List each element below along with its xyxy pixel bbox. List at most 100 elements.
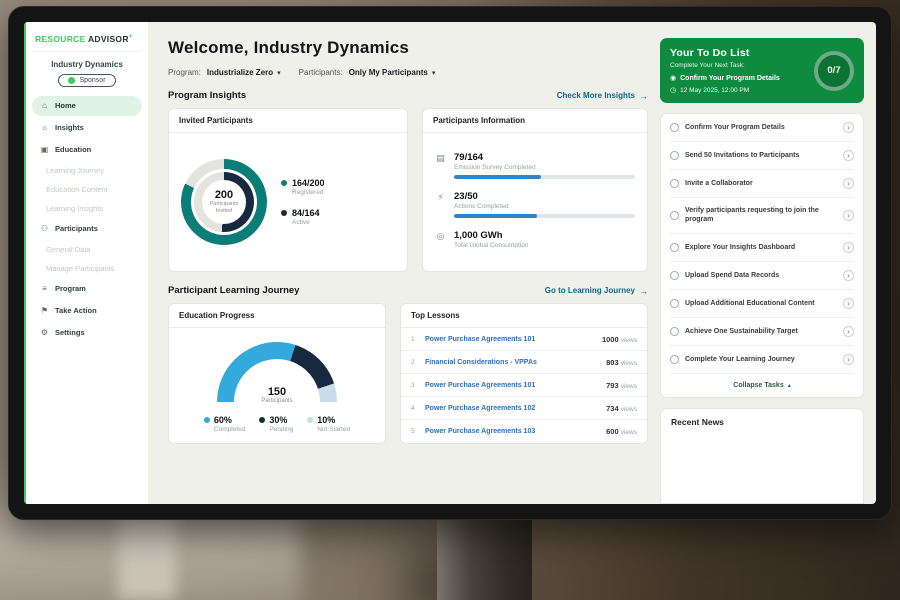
- lesson-views: 793 views: [606, 380, 637, 390]
- filter-bar: Program: Industrialize Zero ▾ Participant…: [168, 68, 648, 77]
- sidebar-item-take-action[interactable]: ⚑ Take Action: [32, 301, 142, 321]
- monitor-stand: [437, 518, 532, 600]
- donut-center-label: Participants Invited: [209, 201, 239, 214]
- todo-subtitle: Complete Your Next Task:: [670, 62, 745, 69]
- sidebar-nav: ⌂ Home ☼ Insights ▣ Education Learning Jour…: [32, 95, 142, 344]
- task-checkbox[interactable]: [670, 242, 679, 252]
- donut-center-value: 200: [214, 189, 234, 202]
- sponsor-badge[interactable]: Sponsor: [58, 73, 116, 87]
- screen: RESOURCE ADVISOR+ Industry Dynamics Spon…: [24, 22, 876, 504]
- chevron-right-icon[interactable]: ›: [843, 325, 854, 337]
- metric-label: Emission Survey Completed: [454, 163, 536, 171]
- legend-value: 60%: [213, 415, 232, 425]
- chevron-right-icon[interactable]: ›: [843, 122, 854, 133]
- lesson-link[interactable]: Power Purchase Agreements 102: [425, 404, 536, 412]
- sidebar-item-education[interactable]: ▣ Education: [32, 140, 142, 160]
- sidebar-item-learning-journey[interactable]: Learning Journey: [46, 165, 104, 175]
- task-checkbox[interactable]: [670, 210, 679, 220]
- info-card-title: Participants Information: [423, 109, 647, 133]
- lesson-link[interactable]: Power Purchase Agreements 103: [425, 427, 536, 435]
- todo-next-task[interactable]: ◉ Confirm Your Program Details: [670, 74, 780, 83]
- task-checkbox[interactable]: [670, 179, 679, 188]
- insights-icon: ☼: [40, 123, 49, 133]
- invited-participants-card: Invited Participants 200 Participants In…: [168, 108, 408, 272]
- todo-task-row[interactable]: Confirm Your Program Details ›: [670, 114, 854, 142]
- home-icon: ⌂: [42, 101, 47, 111]
- program-insights-title: Program Insights: [168, 90, 247, 101]
- todo-task-row[interactable]: Invite a Collaborator ›: [670, 170, 854, 198]
- check-more-insights-link[interactable]: Check More Insights →: [557, 91, 648, 101]
- recent-news-title: Recent News: [671, 416, 724, 427]
- task-checkbox[interactable]: [670, 354, 679, 364]
- education-gauge-chart: 150 Participants: [217, 342, 337, 404]
- collapse-tasks-button[interactable]: Collapse Tasks ▴: [670, 374, 854, 397]
- chevron-right-icon[interactable]: ›: [843, 209, 854, 221]
- todo-task-row[interactable]: Explore Your Insights Dashboard ›: [670, 234, 854, 262]
- legend-label: Not Started: [317, 426, 351, 433]
- sidebar-item-label: Take Action: [55, 306, 97, 316]
- todo-task-row[interactable]: Upload Additional Educational Content ›: [670, 290, 854, 318]
- go-to-learning-journey-link[interactable]: Go to Learning Journey →: [545, 286, 648, 296]
- chevron-right-icon[interactable]: ›: [843, 297, 854, 309]
- metric-value: 79/164: [454, 151, 484, 163]
- actions-icon: ⚡: [437, 191, 444, 202]
- legend-item-pending: 30% Pending: [259, 415, 293, 433]
- todo-task-row[interactable]: Send 50 Invitations to Participants ›: [670, 142, 854, 170]
- sidebar-item-manage-participants[interactable]: Manage Participants: [46, 263, 115, 273]
- sidebar-item-learning-insights[interactable]: Learning Insights: [46, 203, 104, 213]
- chevron-right-icon[interactable]: ›: [843, 269, 854, 281]
- lesson-views: 734 views: [606, 403, 637, 413]
- sidebar-item-education-content[interactable]: Education Content: [46, 184, 108, 194]
- lesson-link[interactable]: Power Purchase Agreements 101: [425, 381, 536, 389]
- todo-task-row[interactable]: Upload Spend Data Records ›: [670, 262, 854, 290]
- sidebar-item-participants[interactable]: ⚇ Participants: [32, 219, 142, 239]
- task-checkbox[interactable]: [670, 270, 679, 280]
- program-filter-select[interactable]: Industrialize Zero ▾: [207, 68, 281, 77]
- lesson-views: 1000 views: [601, 334, 637, 344]
- sponsor-label: Sponsor: [79, 76, 106, 84]
- task-checkbox[interactable]: [670, 123, 679, 132]
- sidebar-item-home[interactable]: ⌂ Home: [32, 95, 142, 116]
- sidebar: RESOURCE ADVISOR+ Industry Dynamics Spon…: [24, 22, 148, 504]
- task-checkbox[interactable]: [670, 151, 679, 160]
- education-progress-card: Education Progress 150 Participants: [168, 303, 386, 444]
- todo-summary-text: Your To Do List Complete Your Next Task:…: [670, 47, 780, 94]
- sidebar-item-label: Participants: [55, 224, 98, 234]
- lesson-views: 803 views: [606, 357, 637, 367]
- lessons-list: 1 Power Purchase Agreements 101 1000 vie…: [401, 328, 647, 442]
- education-legend-dot: [203, 417, 210, 423]
- lesson-row: 4 Power Purchase Agreements 102 734 view…: [401, 397, 647, 420]
- sidebar-item-insights[interactable]: ☼ Insights: [32, 118, 142, 138]
- todo-task-row[interactable]: Verify participants requesting to join t…: [670, 198, 854, 234]
- lesson-views: 600 views: [606, 426, 637, 436]
- arrow-right-icon: →: [639, 285, 648, 296]
- task-checkbox[interactable]: [670, 326, 679, 336]
- sidebar-item-label: Settings: [55, 328, 85, 338]
- metric-label: Actions Completed: [454, 202, 509, 210]
- metric-bar-fill: [454, 174, 542, 179]
- chevron-up-icon: ▴: [787, 382, 791, 389]
- gauge-center-value: 150: [267, 386, 287, 398]
- legend-value: 84/164: [292, 208, 320, 218]
- sidebar-item-program[interactable]: ≡ Program: [32, 279, 142, 299]
- participants-filter-select[interactable]: Only My Participants ▾: [349, 68, 436, 77]
- todo-task-row[interactable]: Achieve One Sustainability Target ›: [670, 318, 854, 346]
- program-filter-value: Industrialize Zero: [206, 68, 274, 77]
- learning-cards-row: Education Progress 150 Participants: [168, 303, 648, 444]
- task-checkbox[interactable]: [670, 298, 679, 308]
- chevron-right-icon[interactable]: ›: [843, 178, 854, 189]
- lesson-link[interactable]: Power Purchase Agreements 101: [425, 335, 536, 343]
- todo-task-row[interactable]: Complete Your Learning Journey ›: [670, 346, 854, 374]
- monitor: RESOURCE ADVISOR+ Industry Dynamics Spon…: [8, 6, 892, 520]
- chevron-right-icon[interactable]: ›: [843, 353, 854, 365]
- sidebar-item-settings[interactable]: ⚙ Settings: [32, 323, 142, 343]
- metric-bar-fill: [454, 213, 538, 218]
- chevron-right-icon[interactable]: ›: [843, 150, 854, 161]
- education-legend-dot: [259, 417, 266, 423]
- education-card-body: 150 Participants 60% Completed: [169, 328, 385, 443]
- chevron-right-icon[interactable]: ›: [843, 241, 854, 253]
- participants-filter-value: Only My Participants: [348, 68, 428, 77]
- sidebar-item-label: Insights: [55, 123, 84, 133]
- sidebar-item-general-data[interactable]: General Data: [46, 244, 91, 254]
- lesson-link[interactable]: Financial Considerations - VPPAs: [425, 358, 537, 366]
